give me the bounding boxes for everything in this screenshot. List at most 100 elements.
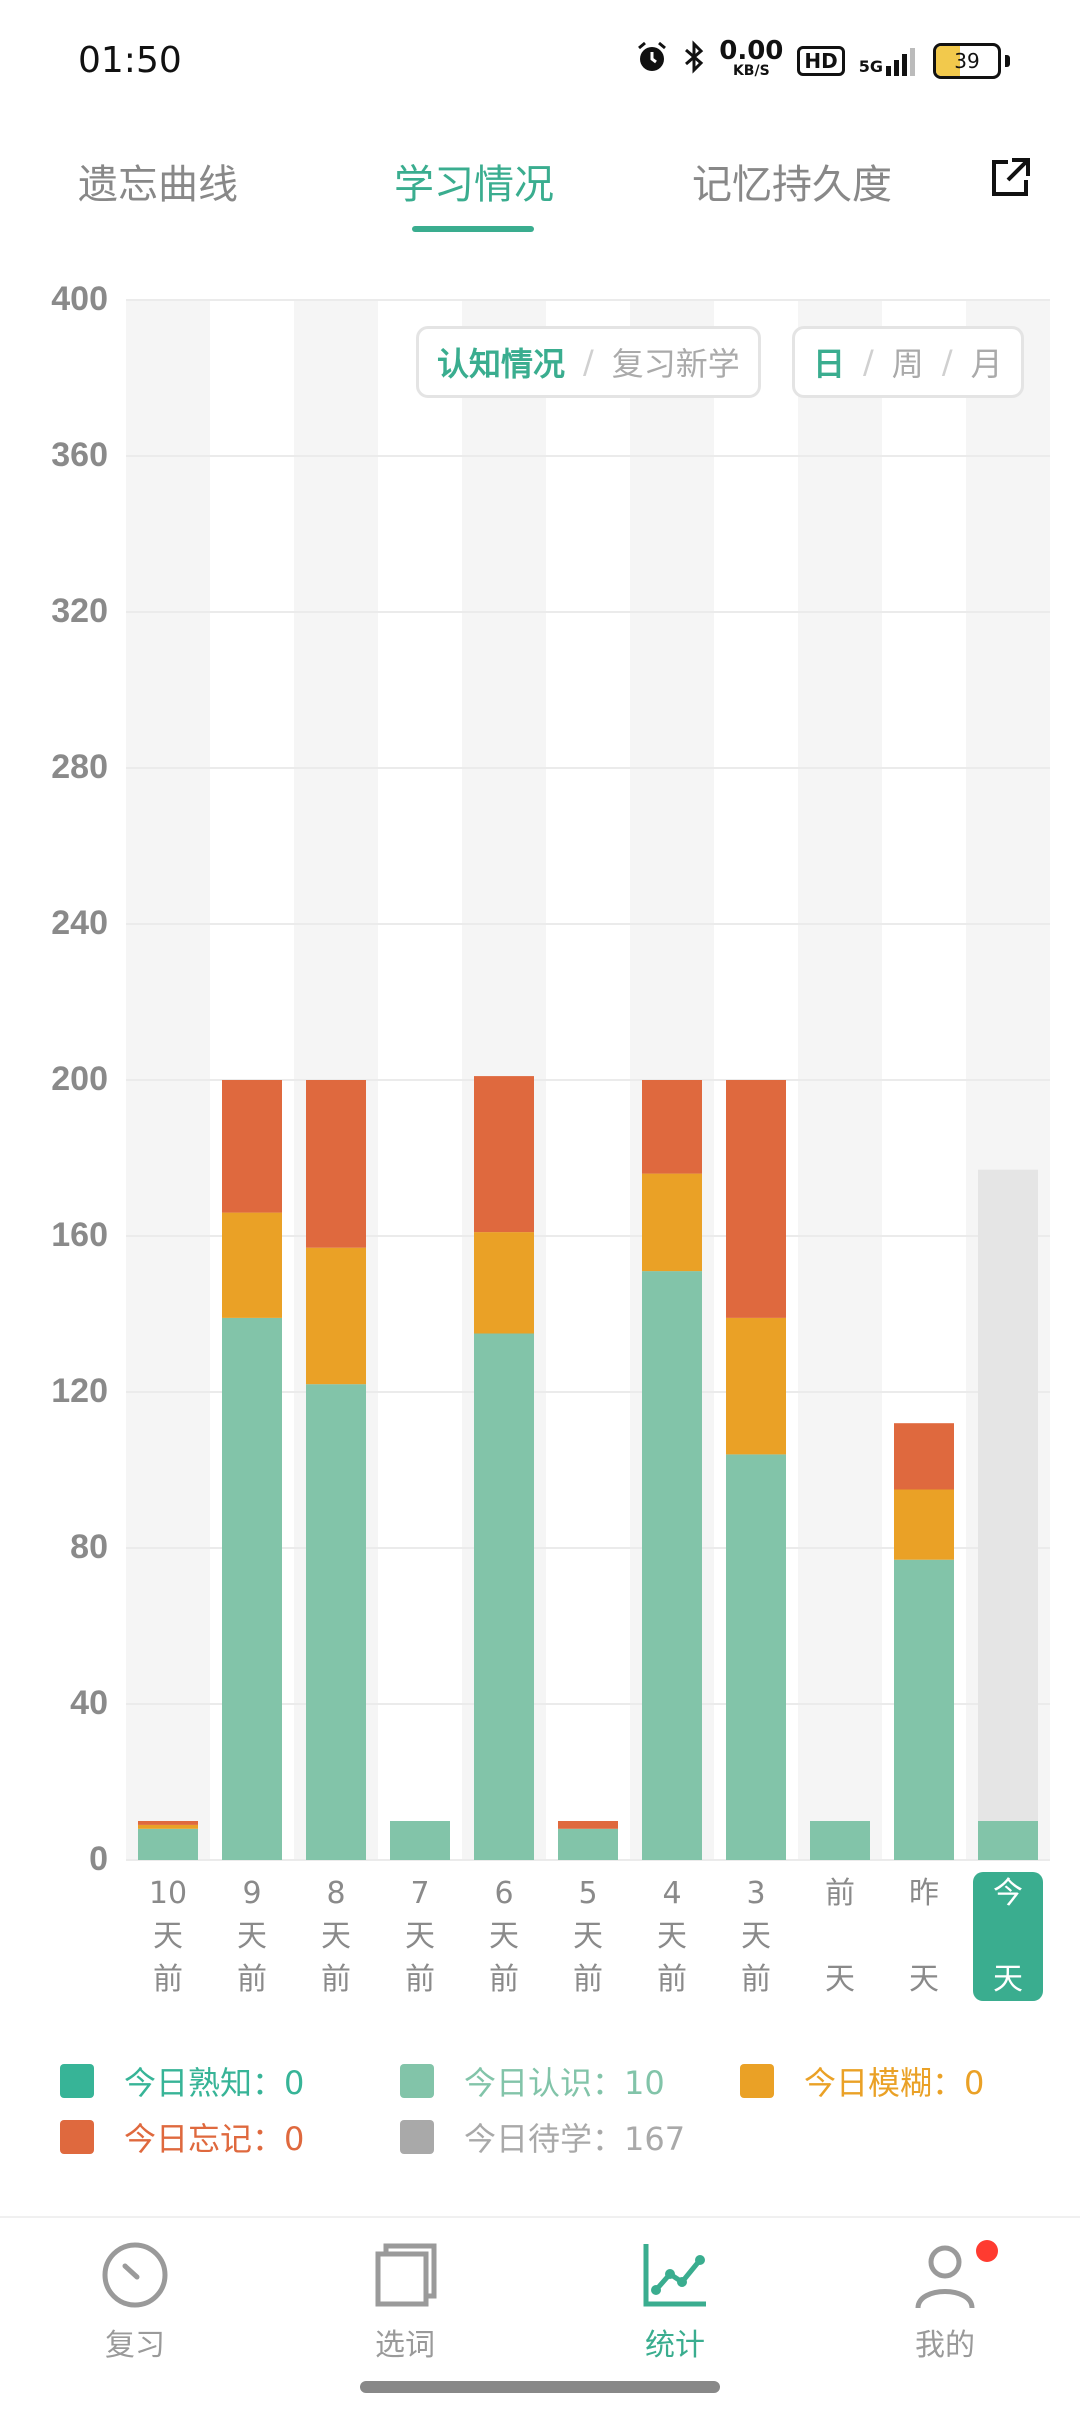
x-tick-label[interactable]: 3 天前 [721,1872,791,2001]
nav-review[interactable]: 复习 [75,2240,195,2364]
x-tick-label[interactable]: 5 天前 [553,1872,623,2001]
legend-swatch [400,2120,434,2154]
bar-segment [474,1333,534,1860]
x-tick-label-line: 天 [657,1919,687,1954]
x-tick-label-line: 天 [741,1919,771,1954]
x-tick-label-line: 10 [148,1876,188,1911]
legend-label: 今日熟知：0 [124,2064,305,2102]
active-tab-indicator [412,226,534,232]
tab-learning-status[interactable]: 学习情况 [394,162,554,208]
x-tick-label-line: 天 [321,1919,351,1954]
legend-item-pending: 今日待学：167 [400,2114,685,2160]
legend-item-familiar: 今日熟知：0 [60,2058,304,2104]
x-tick-label-line: 3 [746,1876,766,1911]
nav-label: 统计 [645,2328,705,2363]
period-toggle: 日 / 周 / 月 [792,326,1024,398]
home-indicator[interactable] [360,2381,720,2393]
x-tick-label-line: 前 [573,1962,603,1997]
tab-forgetting-curve[interactable]: 遗忘曲线 [78,162,238,208]
share-icon[interactable] [988,156,1032,200]
tab-memory-durability[interactable]: 记忆持久度 [692,162,892,208]
nav-statistics[interactable]: 统计 [615,2240,735,2364]
bar-segment [306,1247,366,1385]
x-tick-label-line: 4 [662,1876,682,1911]
x-tick-label-line: 前 [237,1962,267,1997]
x-tick-label-line: 前 [321,1962,351,1997]
bar-segment [726,1454,786,1860]
legend-label: 今日忘记：0 [124,2120,305,2158]
x-tick-label[interactable]: 8 天前 [301,1872,371,2001]
toggle-day[interactable]: 日 [813,345,846,383]
alarm-icon [635,40,669,81]
battery-icon: 39 [933,42,1001,79]
notification-badge [976,2240,998,2262]
x-tick-label[interactable]: 4 天前 [637,1872,707,2001]
x-tick-label[interactable]: 9 天前 [217,1872,287,2001]
legend-item-known: 今日认识：10 [400,2058,665,2104]
nav-label: 我的 [915,2328,975,2363]
bar-segment [810,1821,870,1860]
bar-segment [306,1384,366,1860]
nav-select-words[interactable]: 选词 [345,2240,465,2364]
nav-label: 选词 [375,2328,435,2363]
y-tick-label: 240 [51,904,108,942]
legend-swatch [400,2064,434,2098]
y-tick-label: 80 [70,1528,108,1566]
hd-icon: HD [797,45,845,76]
toggle-separator: / [583,343,594,381]
bar-segment [474,1076,534,1233]
bar-segment [138,1828,198,1860]
toggle-cognition[interactable]: 认知情况 [437,345,566,383]
x-tick-label-line: 前 [825,1876,855,1911]
bar-segment [222,1212,282,1318]
x-tick-label[interactable]: 昨天 [889,1872,959,2001]
toggle-week[interactable]: 周 [891,345,924,383]
y-tick-label: 320 [51,592,108,630]
toggle-separator: / [863,343,874,381]
bar-segment [474,1232,534,1334]
x-tick-label[interactable]: 7 天前 [385,1872,455,2001]
bar-segment [558,1821,618,1829]
x-tick-label-line: 天 [489,1919,519,1954]
chart-plot [126,299,1050,1861]
x-tick-label[interactable]: 6 天前 [469,1872,539,2001]
y-tick-label: 0 [89,1840,108,1878]
bar-segment [642,1173,702,1272]
x-tick-label[interactable]: 今天 [973,1872,1043,2001]
bluetooth-icon [683,40,705,81]
x-tick-label-line: 昨 [909,1876,939,1911]
x-tick-label-line: 天 [405,1919,435,1954]
cards-icon [375,2243,437,2307]
status-bar: 01:50 0.00 KB/S HD 5G 39 [0,0,1080,120]
x-tick-label-line: 5 [578,1876,598,1911]
x-tick-label-line: 天 [825,1962,855,1997]
bar-segment [390,1821,450,1860]
bar-segment [138,1821,198,1825]
bar-segment [306,1080,366,1248]
nav-profile[interactable]: 我的 [885,2240,1005,2364]
bar-segment [642,1080,702,1174]
nav-label: 复习 [105,2328,165,2363]
x-tick-label-line [805,1915,875,1958]
x-tick-label-line [973,1915,1043,1958]
x-tick-label-line: 8 [326,1876,346,1911]
legend-swatch [740,2064,774,2098]
toggle-review-new[interactable]: 复习新学 [611,345,740,383]
legend-label: 今日待学：167 [464,2120,686,2158]
bar-segment [558,1828,618,1860]
bar-segment [222,1080,282,1213]
x-tick-label-line: 天 [573,1919,603,1954]
x-tick-label-line [889,1915,959,1958]
x-tick-label-line: 天 [237,1919,267,1954]
x-tick-label-line: 天 [909,1962,939,1997]
x-tick-label[interactable]: 10 天前 [133,1872,203,2001]
review-gauge-icon [102,2242,168,2308]
bar-segment [978,1169,1038,1821]
toggle-month[interactable]: 月 [970,345,1003,383]
x-tick-label-line: 9 [242,1876,262,1911]
x-tick-label-line: 前 [405,1962,435,1997]
legend-swatch [60,2064,94,2098]
x-tick-label[interactable]: 前天 [805,1872,875,2001]
x-tick-label-line: 天 [993,1962,1023,1997]
legend-label: 今日模糊：0 [804,2064,985,2102]
